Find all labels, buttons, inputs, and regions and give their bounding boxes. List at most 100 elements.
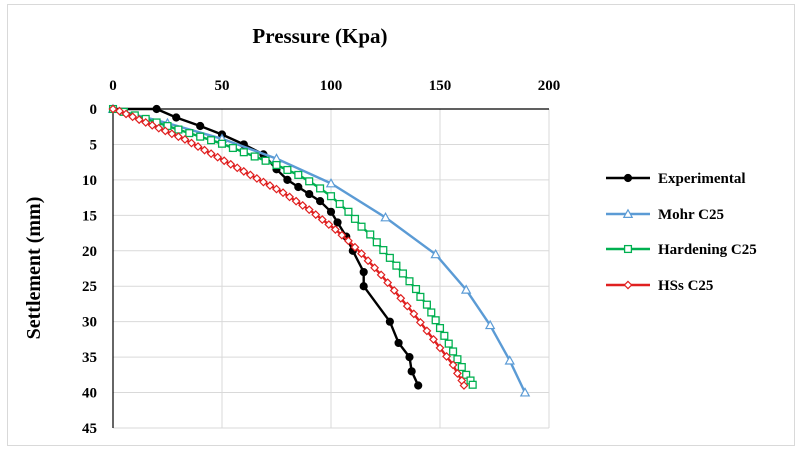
y-tick-label: 5 [90, 137, 98, 153]
data-point [207, 136, 216, 145]
data-point [504, 355, 515, 365]
data-point [152, 104, 161, 114]
data-point [228, 143, 237, 153]
data-point [316, 184, 325, 193]
data-point [174, 125, 183, 134]
data-point [298, 200, 308, 210]
data-point [311, 210, 321, 220]
legend-item: Experimental [606, 171, 746, 187]
x-tick-label: 0 [109, 78, 117, 94]
y-tick-labels: 0 5 10 15 20 25 30 35 40 45 [82, 102, 97, 437]
legend: Experimental Mohr C25 Hardening C25 HSs C25 [606, 171, 757, 294]
data-point [283, 175, 292, 184]
data-point [167, 129, 177, 139]
data-point [623, 244, 633, 254]
y-tick-label: 25 [82, 279, 97, 295]
data-point [385, 317, 394, 326]
data-point [226, 159, 236, 169]
legend-item: Hardening C25 [606, 242, 757, 258]
data-point [363, 256, 373, 266]
data-point [121, 109, 131, 119]
data-point [196, 132, 205, 141]
data-point [462, 370, 471, 379]
data-point [294, 170, 303, 179]
data-point [411, 285, 421, 294]
data-point [427, 308, 436, 317]
data-point [344, 207, 353, 216]
series-group [107, 103, 531, 397]
data-point [200, 145, 210, 155]
data-point [108, 104, 118, 114]
data-point [232, 163, 242, 173]
data-point [337, 230, 347, 240]
data-point [453, 355, 462, 364]
data-point [392, 261, 401, 270]
data-point [265, 181, 275, 191]
data-point [396, 293, 406, 303]
y-axis-label: Settlement (mm) [23, 197, 45, 340]
data-point [278, 188, 288, 198]
series-line [112, 107, 466, 386]
data-point [452, 368, 462, 378]
data-point [442, 351, 451, 361]
data-point [359, 267, 368, 277]
data-point [357, 222, 366, 231]
y-tick-label: 0 [90, 102, 98, 118]
data-point [160, 126, 170, 136]
data-point [357, 249, 366, 259]
data-point [250, 152, 259, 161]
data-point [414, 381, 423, 390]
data-point [415, 317, 425, 327]
data-point [326, 207, 336, 216]
data-point [440, 331, 449, 340]
data-point [379, 246, 388, 255]
data-point [429, 334, 438, 344]
data-point [172, 113, 181, 122]
legend-label: Mohr C25 [658, 207, 724, 223]
x-tick-label: 50 [215, 78, 230, 94]
data-point [330, 225, 340, 234]
data-point [350, 242, 360, 252]
data-point [468, 380, 477, 389]
data-point [435, 323, 445, 333]
data-point [449, 347, 458, 356]
series-line [112, 107, 474, 386]
data-point [252, 174, 262, 183]
data-point [383, 278, 393, 288]
legend-item: Mohr C25 [606, 207, 724, 223]
x-tick-label: 100 [320, 78, 343, 94]
data-point [154, 123, 164, 133]
data-point [291, 196, 301, 206]
legend-label: Hardening C25 [658, 242, 757, 258]
data-point [239, 148, 248, 157]
series-line [113, 107, 420, 386]
data-point [217, 139, 227, 148]
data-point [147, 120, 157, 130]
data-point [394, 338, 403, 348]
data-point [409, 309, 419, 319]
data-point [457, 362, 466, 372]
x-tick-label: 200 [538, 78, 561, 94]
y-tick-label: 30 [82, 315, 97, 331]
data-point [385, 253, 394, 262]
y-tick-label: 10 [82, 173, 97, 189]
data-point [193, 142, 203, 152]
data-point [304, 205, 314, 215]
data-point [326, 192, 336, 201]
data-point [173, 132, 183, 142]
data-point [185, 129, 194, 138]
series-2 [108, 104, 477, 389]
legend-label: HSs C25 [658, 278, 713, 294]
data-point [283, 165, 292, 175]
data-point [261, 156, 270, 165]
y-tick-label: 35 [82, 350, 97, 366]
data-point [376, 270, 386, 280]
data-point [213, 152, 223, 162]
series-3 [108, 104, 469, 390]
legend-item: HSs C25 [606, 278, 713, 294]
data-point [272, 184, 281, 194]
data-point [294, 182, 303, 192]
data-point [316, 197, 325, 206]
data-point [430, 248, 441, 259]
data-point [305, 177, 314, 186]
